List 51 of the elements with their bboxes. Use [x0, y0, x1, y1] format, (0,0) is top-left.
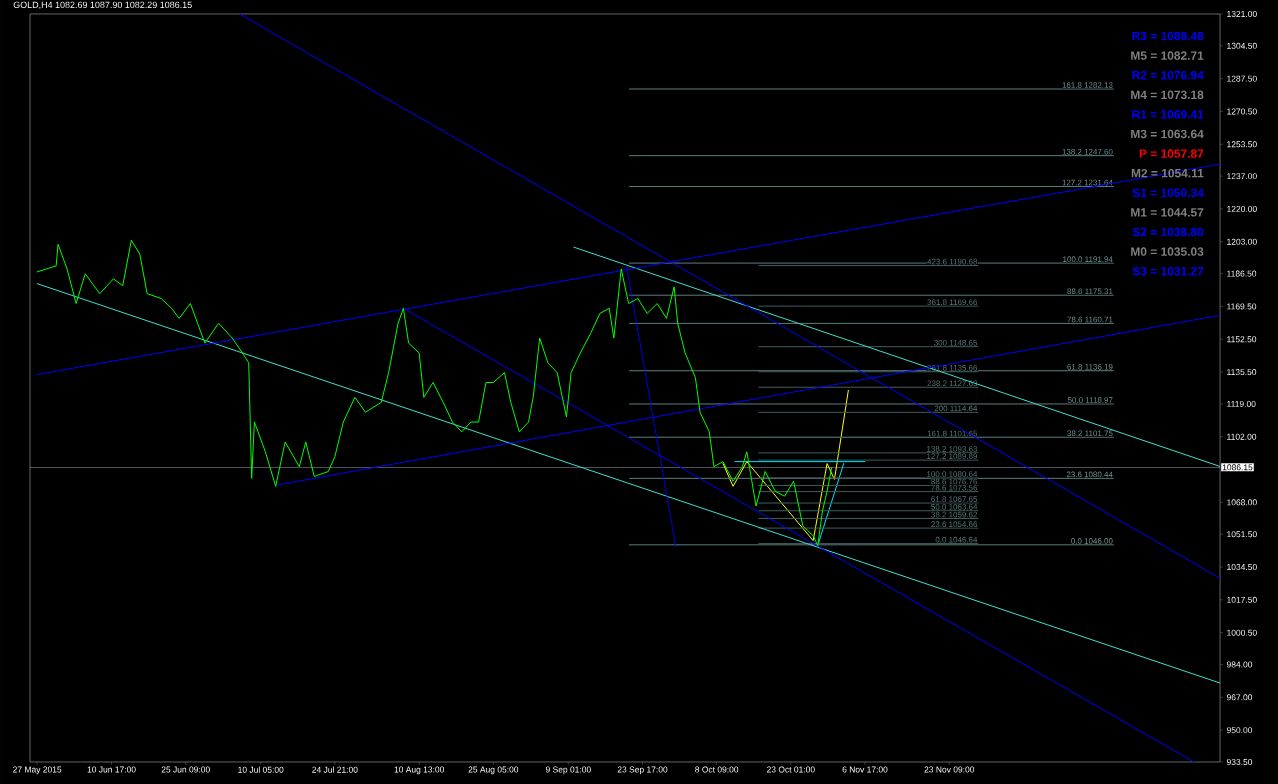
- annotation: S2 = 1038.80: [1132, 227, 1204, 237]
- x-tick-label: 23 Nov 09:00: [924, 766, 975, 773]
- x-tick-label: 25 Jun 09:00: [161, 766, 210, 773]
- annotation: M5 = 1082.71: [1131, 51, 1204, 60]
- annotation: P = 1057.87: [1139, 149, 1204, 158]
- y-tick-label: 1051.50: [1227, 531, 1257, 538]
- annotation: M0 = 1035.03: [1131, 247, 1204, 256]
- y-tick-label: 1017.50: [1227, 596, 1257, 603]
- annotation: R1 = 1069.41: [1132, 110, 1204, 119]
- x-tick-label: 10 Aug 13:00: [394, 766, 445, 775]
- y-tick-label: 933.50: [1226, 758, 1253, 765]
- y-tick-label: 1034.50: [1227, 564, 1257, 571]
- y-tick-label: 1321.00: [1227, 10, 1257, 17]
- y-tick-label: 1220.00: [1227, 205, 1257, 212]
- x-tick-label: 25 Aug 05:00: [468, 766, 519, 775]
- y-tick-label: 1000.50: [1227, 629, 1257, 636]
- annotation: R3 = 1088.48: [1132, 31, 1204, 41]
- y-tick-label: 1304.50: [1227, 42, 1257, 49]
- y-tick-label: 1186.50: [1227, 270, 1257, 277]
- y-tick-label: 984.00: [1226, 661, 1253, 668]
- x-tick-label: 24 Jul 21:00: [312, 766, 358, 773]
- y-tick-label: 1135.50: [1227, 369, 1257, 376]
- y-tick-label: 950.00: [1226, 727, 1253, 734]
- x-tick-label: 9 Sep 01:00: [545, 766, 591, 775]
- y-tick-label: 1102.00: [1227, 433, 1257, 440]
- y-tick-label: 1203.00: [1227, 238, 1257, 245]
- y-tick-label: 967.00: [1226, 694, 1253, 701]
- x-tick-label: 23 Oct 01:00: [767, 766, 815, 773]
- y-tick-label: 1287.50: [1227, 75, 1257, 82]
- y-tick-label: 1119.00: [1227, 400, 1256, 407]
- annotation: S1 = 1050.34: [1132, 188, 1204, 198]
- ref-line-label: 1086.15: [1222, 464, 1253, 471]
- annotation: M1 = 1044.57: [1131, 208, 1204, 217]
- annotation: M4 = 1073.18: [1131, 90, 1204, 100]
- y-tick-label: 1169.50: [1227, 303, 1257, 310]
- annotation: R2 = 1076.94: [1132, 70, 1204, 80]
- y-tick-label: 1270.50: [1227, 108, 1257, 115]
- x-tick-label: 8 Oct 09:00: [695, 766, 739, 773]
- x-tick-label: 27 May 2015: [13, 766, 62, 775]
- x-tick-label: 10 Jul 05:00: [238, 766, 284, 773]
- y-tick-label: 1237.00: [1227, 173, 1257, 180]
- y-tick-label: 1253.50: [1227, 141, 1257, 148]
- y-tick-label: 1068.00: [1227, 499, 1257, 506]
- x-tick-label: 6 Nov 17:00: [842, 766, 888, 773]
- x-tick-label: 10 Jun 17:00: [87, 766, 136, 773]
- x-tick-label: 23 Sep 17:00: [617, 766, 668, 775]
- annotation: M3 = 1063.64: [1131, 129, 1204, 139]
- annotation: S3 = 1031.27: [1132, 266, 1204, 276]
- chart-title: GOLD,H4 1082.69 1087.90 1082.29 1086.15: [13, 1, 192, 10]
- y-tick-label: 1152.50: [1227, 336, 1257, 343]
- annotation: M2 = 1054.11: [1131, 168, 1204, 178]
